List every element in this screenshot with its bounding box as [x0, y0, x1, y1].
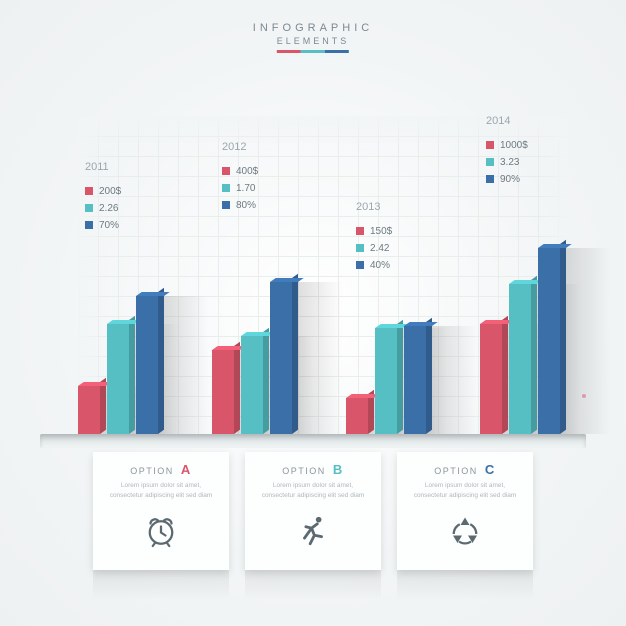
legend-row: 80%	[222, 197, 258, 214]
legend-year: 2012	[222, 138, 258, 157]
bar-2014-1	[509, 284, 531, 434]
legend-value: 150$	[370, 223, 392, 240]
legend-swatch	[486, 175, 494, 183]
legend-year: 2011	[85, 158, 121, 177]
legend-value: 400$	[236, 163, 258, 180]
chart-baseline	[40, 434, 586, 448]
bar-2012-1	[241, 336, 263, 434]
bar-2011-2	[136, 296, 158, 434]
option-desc: Lorem ipsum dolor sit amet, consectetur …	[257, 481, 369, 501]
bar-2011-1	[107, 324, 129, 434]
legend-value: 2.42	[370, 240, 389, 257]
legend-row: 1.70	[222, 180, 258, 197]
card-reflection	[93, 570, 229, 600]
option-desc: Lorem ipsum dolor sit amet, consectetur …	[409, 481, 521, 501]
legend-value: 2.26	[99, 200, 118, 217]
header-accent	[253, 50, 373, 53]
bar-2011-0	[78, 386, 100, 434]
legend-swatch	[486, 141, 494, 149]
legend-value: 40%	[370, 257, 390, 274]
card-reflection	[397, 570, 533, 600]
bar-2014-0	[480, 324, 502, 434]
card-reflection	[245, 570, 381, 600]
bar-2013-2	[404, 326, 426, 434]
legend-2012: 2012 400$1.7080%	[222, 138, 258, 214]
legend-year: 2014	[486, 112, 528, 131]
legend-swatch	[486, 158, 494, 166]
bar-2014-2	[538, 248, 560, 434]
legend-value: 70%	[99, 217, 119, 234]
legend-row: 400$	[222, 163, 258, 180]
legend-swatch	[222, 184, 230, 192]
legend-swatch	[222, 167, 230, 175]
legend-2013: 2013 150$2.4240%	[356, 198, 392, 274]
header-title: INFOGRAPHIC	[253, 22, 373, 34]
legend-2011: 2011 200$2.2670%	[85, 158, 121, 234]
recycle-icon	[447, 513, 483, 549]
header-subtitle: ELEMENTS	[253, 36, 373, 46]
option-label: OPTION A	[105, 462, 217, 477]
legend-value: 80%	[236, 197, 256, 214]
legend-row: 3.23	[486, 154, 528, 171]
legend-swatch	[356, 244, 364, 252]
decorative-dot	[582, 394, 586, 398]
legend-value: 1000$	[500, 137, 528, 154]
header: INFOGRAPHIC ELEMENTS	[253, 22, 373, 53]
bar-2012-0	[212, 350, 234, 434]
accent-bar-blue	[325, 50, 349, 53]
legend-row: 70%	[85, 217, 121, 234]
legend-swatch	[85, 204, 93, 212]
option-card-a: OPTION A Lorem ipsum dolor sit amet, cons…	[93, 452, 229, 570]
bar-2013-1	[375, 328, 397, 434]
legend-swatch	[356, 261, 364, 269]
legend-row: 40%	[356, 257, 392, 274]
legend-row: 1000$	[486, 137, 528, 154]
option-card-c: OPTION C Lorem ipsum dolor sit amet, cons…	[397, 452, 533, 570]
option-icon-wrap	[257, 509, 369, 553]
option-cards: OPTION A Lorem ipsum dolor sit amet, cons…	[93, 452, 533, 570]
option-desc: Lorem ipsum dolor sit amet, consectetur …	[105, 481, 217, 501]
legend-swatch	[356, 227, 364, 235]
legend-value: 90%	[500, 171, 520, 188]
option-label: OPTION C	[409, 462, 521, 477]
legend-swatch	[222, 201, 230, 209]
option-icon-wrap	[409, 509, 521, 553]
clock-icon	[143, 513, 179, 549]
option-card-b: OPTION B Lorem ipsum dolor sit amet, cons…	[245, 452, 381, 570]
legend-row: 2.26	[85, 200, 121, 217]
option-label: OPTION B	[257, 462, 369, 477]
option-icon-wrap	[105, 509, 217, 553]
legend-row: 150$	[356, 223, 392, 240]
legend-swatch	[85, 221, 93, 229]
legend-value: 1.70	[236, 180, 255, 197]
accent-bar-teal	[301, 50, 325, 53]
legend-2014: 2014 1000$3.2390%	[486, 112, 528, 188]
legend-row: 90%	[486, 171, 528, 188]
bar-2013-0	[346, 398, 368, 434]
legend-swatch	[85, 187, 93, 195]
accent-bar-red	[277, 50, 301, 53]
legend-row: 2.42	[356, 240, 392, 257]
legend-value: 3.23	[500, 154, 519, 171]
legend-year: 2013	[356, 198, 392, 217]
legend-row: 200$	[85, 183, 121, 200]
runner-icon	[296, 513, 330, 549]
bar-2012-2	[270, 282, 292, 434]
legend-value: 200$	[99, 183, 121, 200]
